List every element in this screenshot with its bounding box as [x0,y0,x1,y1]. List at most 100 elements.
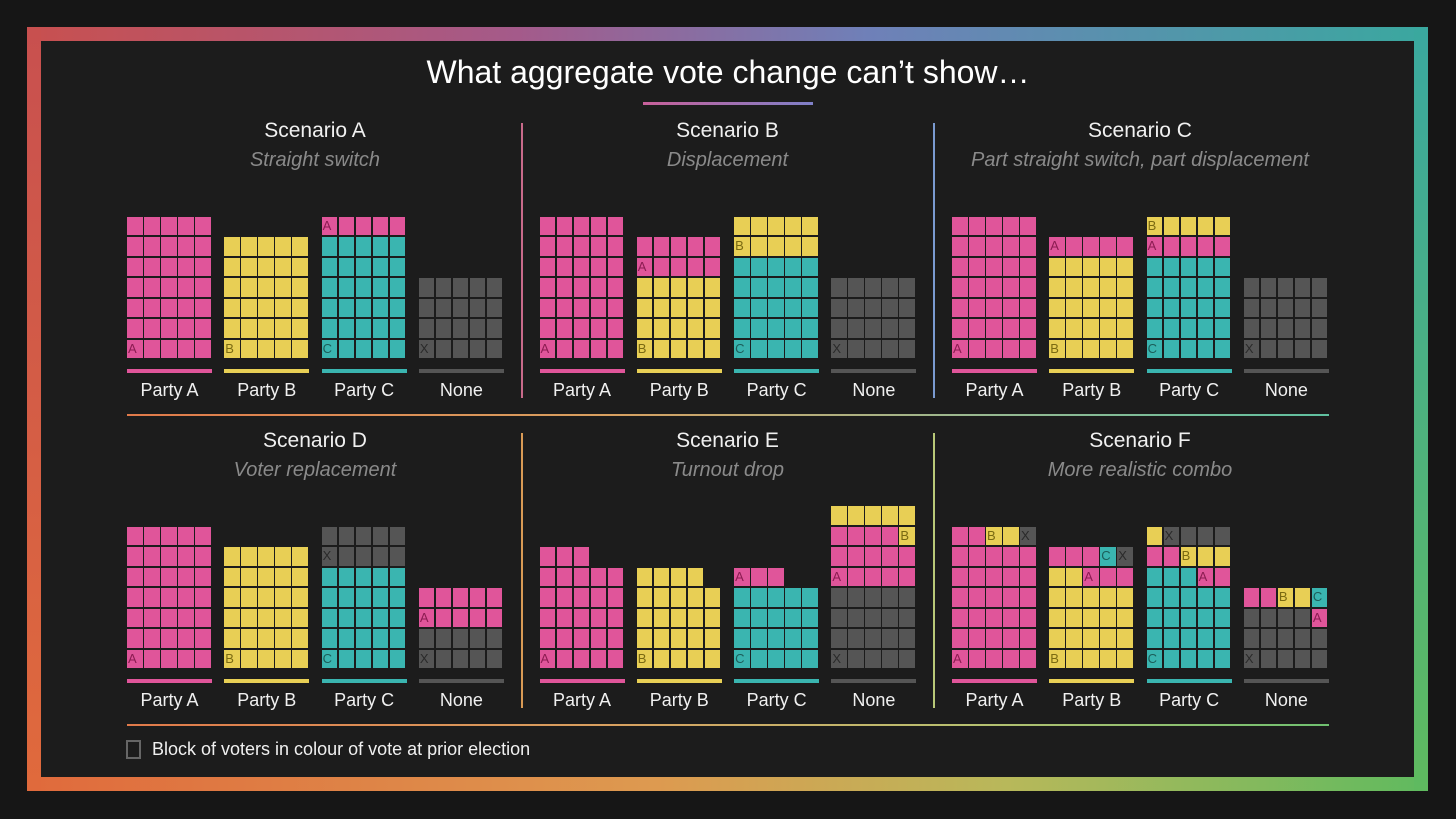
voter-block [241,237,257,256]
scenario-subtitle: Turnout drop [670,459,785,481]
voter-block [969,547,985,566]
voter-block [178,237,194,256]
voter-block [1083,608,1099,627]
voter-block [195,526,211,545]
voter-block [607,339,623,358]
voter-block [1260,339,1277,358]
voter-block [768,257,784,276]
voter-block [687,298,704,317]
voter-block [704,237,721,256]
bar-label: None [852,380,896,400]
voter-block-labelled: A [127,649,143,668]
voter-block [590,339,606,358]
voter-block [1214,257,1231,276]
voter-block [802,298,818,317]
voter-block [1020,588,1036,607]
voter-block [1066,649,1082,668]
voter-block [539,216,555,235]
divider [933,123,935,398]
scenario-title: Scenario F [1089,429,1191,452]
voter-block [670,298,687,317]
voter-block [1146,298,1163,317]
voter-block [258,257,274,276]
bar-label: Party B [649,380,709,400]
voter-block-labelled: X [1243,339,1260,358]
voter-block [882,526,898,545]
voter-block [539,278,555,297]
voter-block [1066,339,1082,358]
voter-block [224,298,240,317]
voter-block [704,649,721,668]
voter-block [670,608,687,627]
voter-block [556,588,572,607]
voter-block [865,629,881,648]
waffle-bar: B [636,567,722,671]
voter-block [127,526,143,545]
voter-block [969,339,985,358]
waffle-bar: A [127,216,212,361]
bar-label: None [1264,690,1308,710]
voter-block [653,257,670,276]
voter-block [338,216,355,235]
voter-block [178,547,194,566]
voter-block [986,237,1002,256]
voter-block [969,257,985,276]
voter-block [751,257,767,276]
voter-block [1197,298,1214,317]
voter-block [653,319,670,338]
voter-block [127,298,143,317]
voter-block [338,547,355,566]
voter-block [292,649,308,668]
voter-block [1100,237,1116,256]
voter-block [355,339,372,358]
voter-block [1180,588,1197,607]
voter-block [865,588,881,607]
voter-block [161,608,177,627]
voter-block [1214,547,1231,566]
voter-block [969,237,985,256]
voter-block [865,649,881,668]
voter-block [321,526,338,545]
voter-block [258,608,274,627]
voter-block [1163,649,1180,668]
voter-block [1117,339,1133,358]
voter-block [751,278,767,297]
voter-block [590,298,606,317]
voter-block [338,588,355,607]
voter-block [590,567,606,586]
voter-block [848,649,864,668]
voter-block [687,567,704,586]
voter-block [865,567,881,586]
voter-block [802,237,818,256]
voter-block [435,298,452,317]
voter-block [292,298,308,317]
voter-block [1214,526,1231,545]
voter-block [1066,629,1082,648]
voter-block [969,567,985,586]
bar-label: Party A [552,380,612,400]
voter-block [1083,298,1099,317]
waffle-bar: X [418,278,504,360]
voter-block [161,298,177,317]
voter-block [1214,588,1231,607]
voter-block [556,629,572,648]
voter-block [704,319,721,338]
voter-block [848,608,864,627]
voter-block [1020,278,1036,297]
voter-block [275,237,291,256]
voter-block [590,319,606,338]
voter-block [321,588,338,607]
waffle-bar: A [127,526,212,671]
voter-block [452,339,469,358]
voter-block [1180,629,1197,648]
voter-block [1003,588,1019,607]
voter-block [144,608,160,627]
voter-block [435,649,452,668]
voter-block [195,278,211,297]
voter-block [241,649,257,668]
voter-block [607,319,623,338]
voter-block [751,237,767,256]
voter-block [224,588,240,607]
voter-block [161,319,177,338]
